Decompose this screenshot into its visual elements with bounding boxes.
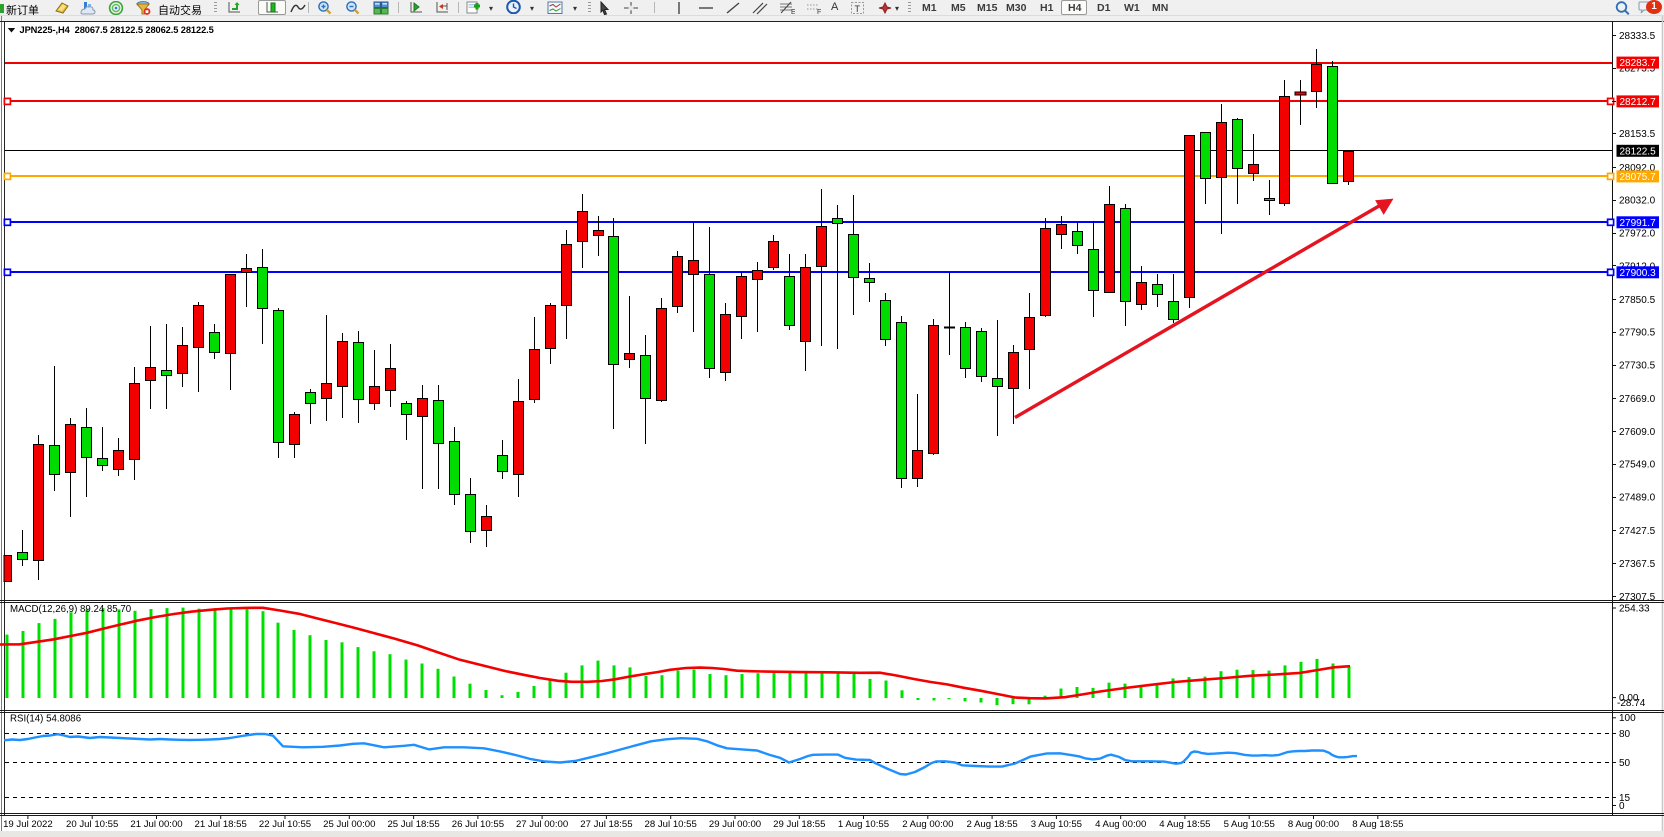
svg-text:29 Jul 00:00: 29 Jul 00:00 [709,819,761,830]
svg-text:4 Aug 18:55: 4 Aug 18:55 [1159,819,1210,830]
svg-text:5 Aug 10:55: 5 Aug 10:55 [1224,819,1275,830]
svg-text:27669.0: 27669.0 [1619,394,1656,405]
svg-text:28075.7: 28075.7 [1620,172,1657,183]
svg-text:F: F [817,9,821,15]
svg-text:20 Jul 10:55: 20 Jul 10:55 [66,819,118,830]
svg-text:27900.3: 27900.3 [1620,268,1657,279]
svg-text:15: 15 [1619,793,1631,804]
svg-text:E: E [791,9,795,15]
svg-text:25 Jul 00:00: 25 Jul 00:00 [323,819,375,830]
svg-text:21 Jul 00:00: 21 Jul 00:00 [130,819,182,830]
svg-text:8 Aug 18:55: 8 Aug 18:55 [1352,819,1403,830]
svg-text:28333.5: 28333.5 [1619,31,1656,42]
svg-text:T: T [855,4,861,14]
svg-text:27549.0: 27549.0 [1619,460,1656,471]
svg-text:27609.0: 27609.0 [1619,427,1656,438]
svg-text:28212.7: 28212.7 [1620,97,1657,108]
svg-text:8 Aug 00:00: 8 Aug 00:00 [1288,819,1339,830]
svg-text:4 Aug 00:00: 4 Aug 00:00 [1095,819,1146,830]
svg-text:22 Jul 10:55: 22 Jul 10:55 [259,819,311,830]
svg-text:50: 50 [1619,758,1631,769]
svg-text:27991.7: 27991.7 [1620,218,1657,229]
svg-text:3 Aug 10:55: 3 Aug 10:55 [1031,819,1082,830]
svg-text:28283.7: 28283.7 [1620,58,1657,69]
svg-text:JPN225-,H4 28067.5 28122.5 28: JPN225-,H4 28067.5 28122.5 28062.5 28122… [20,25,214,35]
svg-text:27730.5: 27730.5 [1619,361,1656,372]
svg-text:28092.0: 28092.0 [1619,163,1656,174]
svg-text:27427.5: 27427.5 [1619,526,1656,537]
svg-text:RSI(14) 54.8086: RSI(14) 54.8086 [10,714,81,725]
svg-text:100: 100 [1619,713,1636,724]
svg-text:27790.5: 27790.5 [1619,328,1656,339]
svg-text:28273.5: 28273.5 [1619,64,1656,75]
svg-text:27 Jul 18:55: 27 Jul 18:55 [580,819,632,830]
svg-text:27367.5: 27367.5 [1619,559,1656,570]
svg-text:2 Aug 00:00: 2 Aug 00:00 [902,819,953,830]
svg-text:-28.74: -28.74 [1617,698,1646,709]
svg-text:0.00: 0.00 [1619,693,1639,704]
svg-text:27850.5: 27850.5 [1619,295,1656,306]
svg-text:26 Jul 10:55: 26 Jul 10:55 [452,819,504,830]
svg-text:28153.5: 28153.5 [1619,129,1656,140]
svg-text:27972.0: 27972.0 [1619,228,1656,239]
svg-text:28 Jul 10:55: 28 Jul 10:55 [645,819,697,830]
svg-text:29 Jul 18:55: 29 Jul 18:55 [773,819,825,830]
svg-text:0: 0 [1619,801,1625,812]
svg-text:28122.5: 28122.5 [1620,146,1657,157]
svg-text:25 Jul 18:55: 25 Jul 18:55 [387,819,439,830]
svg-text:19 Jul 2022: 19 Jul 2022 [3,819,53,830]
svg-text:1 Aug 10:55: 1 Aug 10:55 [838,819,889,830]
svg-text:27307.5: 27307.5 [1619,592,1656,603]
svg-text:28032.0: 28032.0 [1619,196,1656,207]
svg-text:80: 80 [1619,729,1631,740]
svg-text:2 Aug 18:55: 2 Aug 18:55 [966,819,1017,830]
svg-text:254.33: 254.33 [1619,604,1650,615]
svg-text:27 Jul 00:00: 27 Jul 00:00 [516,819,568,830]
svg-text:MACD(12,26,9) 89.24 85.70: MACD(12,26,9) 89.24 85.70 [10,604,132,615]
svg-text:21 Jul 18:55: 21 Jul 18:55 [195,819,247,830]
svg-text:27489.0: 27489.0 [1619,493,1656,504]
